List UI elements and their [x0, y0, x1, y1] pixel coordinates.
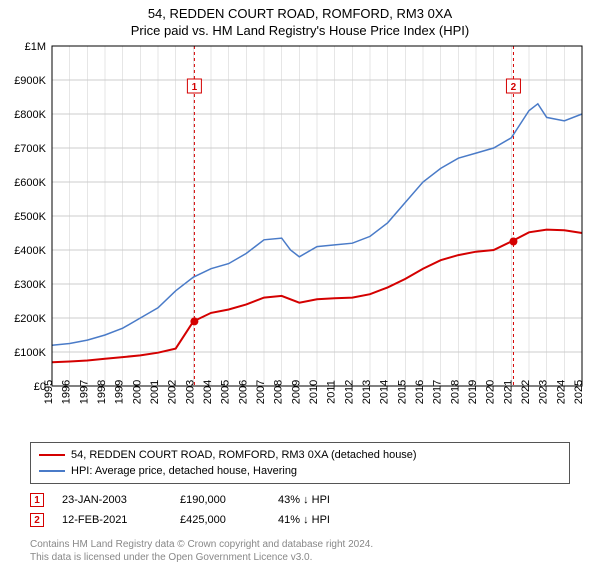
- svg-text:£700K: £700K: [14, 143, 46, 155]
- marker-delta: 41% ↓ HPI: [278, 514, 378, 526]
- svg-text:2011: 2011: [326, 380, 338, 404]
- svg-text:2014: 2014: [379, 380, 391, 404]
- svg-text:1996: 1996: [61, 380, 73, 404]
- svg-text:£600K: £600K: [14, 177, 46, 189]
- legend-label: 54, REDDEN COURT ROAD, ROMFORD, RM3 0XA …: [71, 447, 417, 463]
- marker-badge: 2: [30, 513, 44, 527]
- svg-text:2021: 2021: [502, 380, 514, 404]
- svg-text:2002: 2002: [167, 380, 179, 404]
- svg-text:£200K: £200K: [14, 313, 46, 325]
- svg-text:2001: 2001: [149, 380, 161, 404]
- marker-row: 1 23-JAN-2003 £190,000 43% ↓ HPI: [30, 490, 570, 510]
- footer-attribution: Contains HM Land Registry data © Crown c…: [30, 538, 570, 564]
- svg-text:2012: 2012: [343, 380, 355, 404]
- svg-text:£500K: £500K: [14, 211, 46, 223]
- svg-text:2019: 2019: [467, 380, 479, 404]
- marker-price: £425,000: [180, 514, 260, 526]
- svg-text:2024: 2024: [555, 380, 567, 404]
- legend-row: 54, REDDEN COURT ROAD, ROMFORD, RM3 0XA …: [39, 447, 561, 463]
- legend-swatch: [39, 454, 65, 456]
- svg-text:2015: 2015: [396, 380, 408, 404]
- footer-line-2: This data is licensed under the Open Gov…: [30, 551, 570, 564]
- legend-label: HPI: Average price, detached house, Have…: [71, 463, 297, 479]
- svg-text:2016: 2016: [414, 380, 426, 404]
- legend-row: HPI: Average price, detached house, Have…: [39, 463, 561, 479]
- legend-box: 54, REDDEN COURT ROAD, ROMFORD, RM3 0XA …: [30, 442, 570, 484]
- marker-badge: 1: [30, 493, 44, 507]
- svg-text:2007: 2007: [255, 380, 267, 404]
- svg-text:£800K: £800K: [14, 109, 46, 121]
- svg-text:£1M: £1M: [25, 41, 46, 53]
- svg-text:2004: 2004: [202, 380, 214, 404]
- legend-swatch: [39, 470, 65, 472]
- svg-text:2009: 2009: [290, 380, 302, 404]
- marker-date: 12-FEB-2021: [62, 514, 162, 526]
- svg-text:1: 1: [192, 82, 198, 93]
- svg-text:£400K: £400K: [14, 245, 46, 257]
- marker-price: £190,000: [180, 494, 260, 506]
- svg-text:2018: 2018: [449, 380, 461, 404]
- svg-text:2023: 2023: [538, 380, 550, 404]
- title-line-1: 54, REDDEN COURT ROAD, ROMFORD, RM3 0XA: [0, 0, 600, 21]
- svg-text:2010: 2010: [308, 380, 320, 404]
- svg-text:2022: 2022: [520, 380, 532, 404]
- svg-text:2020: 2020: [485, 380, 497, 404]
- svg-text:2008: 2008: [273, 380, 285, 404]
- markers-table: 1 23-JAN-2003 £190,000 43% ↓ HPI 2 12-FEB-202…: [30, 490, 570, 530]
- marker-date: 23-JAN-2003: [62, 494, 162, 506]
- svg-text:2013: 2013: [361, 380, 373, 404]
- svg-text:£100K: £100K: [14, 347, 46, 359]
- title-line-2: Price paid vs. HM Land Registry's House …: [0, 21, 600, 38]
- svg-text:1995: 1995: [43, 380, 55, 404]
- svg-text:2005: 2005: [220, 380, 232, 404]
- svg-text:2000: 2000: [131, 380, 143, 404]
- svg-text:2017: 2017: [432, 380, 444, 404]
- svg-text:2: 2: [511, 82, 517, 93]
- marker-delta: 43% ↓ HPI: [278, 494, 378, 506]
- footer-line-1: Contains HM Land Registry data © Crown c…: [30, 538, 570, 551]
- svg-text:£300K: £300K: [14, 279, 46, 291]
- chart-container: £0£100K£200K£300K£400K£500K£600K£700K£80…: [0, 38, 600, 438]
- svg-text:2025: 2025: [573, 380, 585, 404]
- svg-text:1998: 1998: [96, 380, 108, 404]
- svg-text:£900K: £900K: [14, 75, 46, 87]
- price-chart-svg: £0£100K£200K£300K£400K£500K£600K£700K£80…: [0, 38, 600, 438]
- svg-text:2006: 2006: [237, 380, 249, 404]
- svg-text:1997: 1997: [78, 380, 90, 404]
- marker-row: 2 12-FEB-2021 £425,000 41% ↓ HPI: [30, 510, 570, 530]
- svg-text:1999: 1999: [114, 380, 126, 404]
